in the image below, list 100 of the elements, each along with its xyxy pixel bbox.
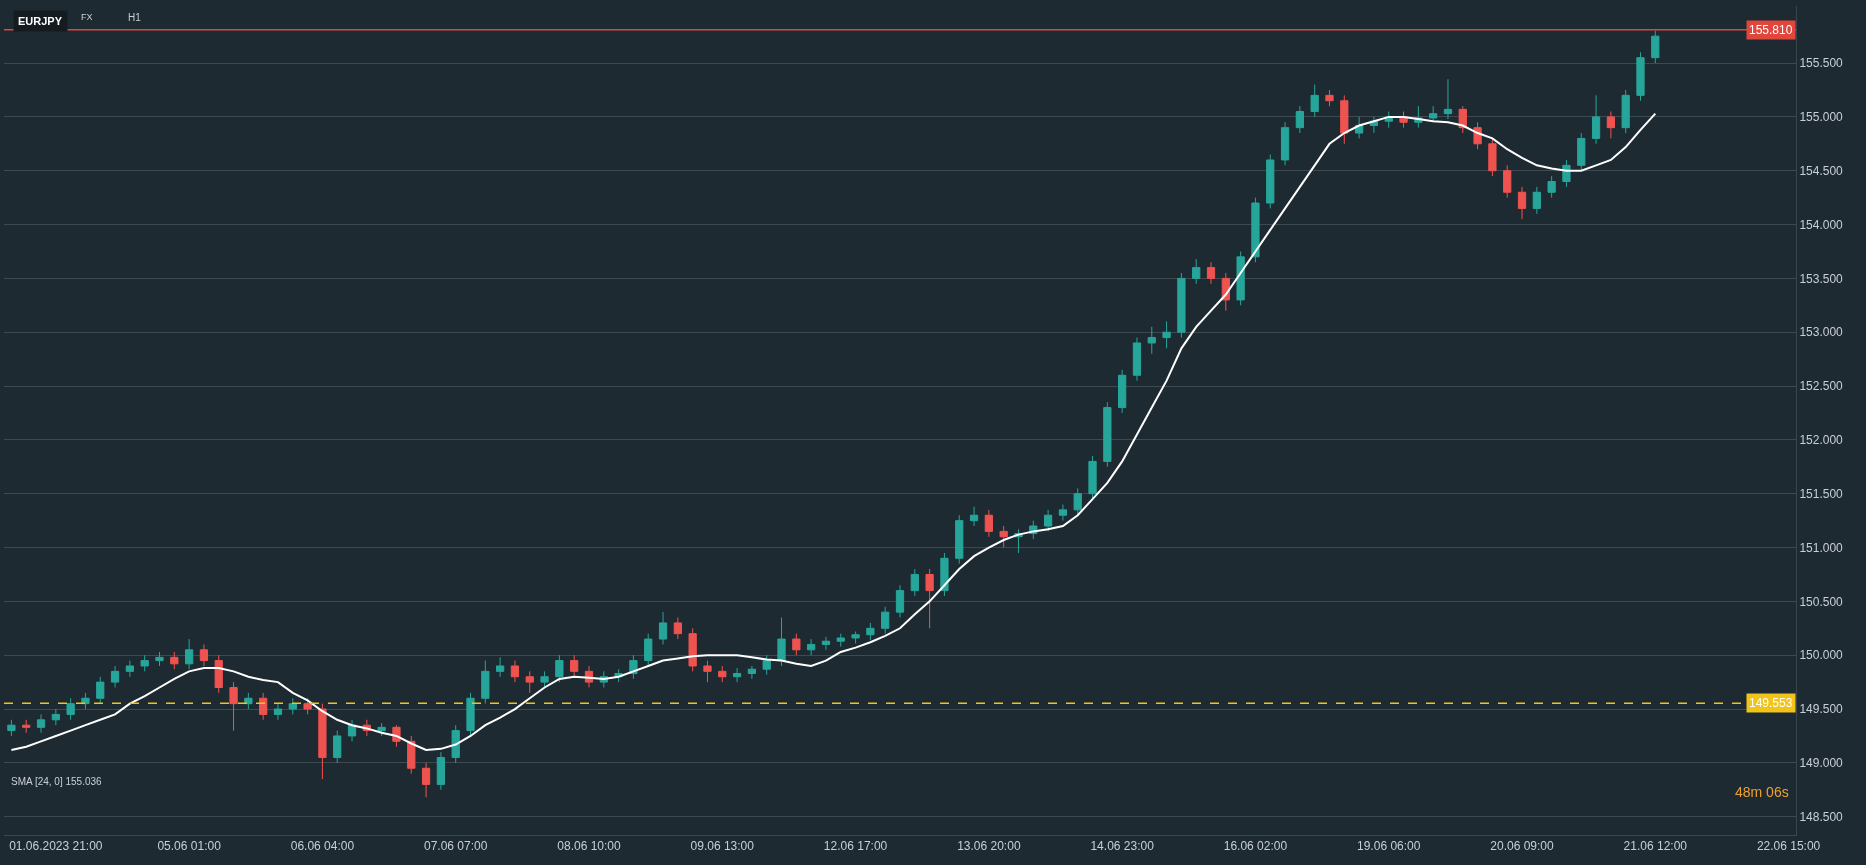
candlestick: [718, 665, 727, 683]
y-tick-label: 151.000: [1799, 540, 1844, 555]
candlestick: [1162, 320, 1171, 349]
candlestick: [821, 636, 831, 651]
candlestick: [66, 697, 75, 721]
candlestick: [703, 660, 712, 683]
candlestick: [347, 719, 357, 742]
x-tick-label: 07.06 07:00: [424, 839, 488, 854]
candlestick: [940, 552, 949, 597]
x-tick-label: 12.06 17:00: [823, 839, 888, 854]
candlestick: [1429, 105, 1438, 123]
candlestick: [807, 638, 816, 656]
x-tick-label: 20.06 09:00: [1490, 839, 1555, 854]
candlestick: [377, 722, 386, 737]
candlestick: [1236, 250, 1245, 306]
y-tick-label: 148.500: [1799, 809, 1844, 824]
candlestick: [125, 660, 135, 678]
line-series: [10, 112, 1657, 751]
candlestick: [110, 665, 120, 688]
candlestick: [969, 506, 979, 527]
candlestick: [318, 703, 327, 780]
candlestick: [1088, 455, 1097, 500]
y-tick-label: 155.000: [1799, 110, 1844, 125]
candlestick: [555, 654, 564, 683]
text: EURJPY: [18, 15, 63, 27]
candlestick: [1192, 258, 1201, 285]
candlestick: [1280, 121, 1290, 166]
candlestick: [22, 719, 31, 734]
x-tick-label: 08.06 10:00: [557, 839, 622, 854]
candlestick: [1488, 137, 1497, 177]
annotation: FX: [81, 12, 93, 22]
candlestick: [81, 692, 90, 710]
annotation: 48m 06s: [1735, 784, 1789, 800]
candlestick: [925, 568, 934, 629]
candlestick: [199, 643, 209, 667]
x-tick-label: 14.06 23:00: [1090, 839, 1155, 854]
candlestick: [481, 660, 490, 705]
ref-line-label: 155.810: [1749, 23, 1793, 37]
y-tick-label: 154.000: [1799, 217, 1844, 232]
candlestick: [333, 730, 342, 764]
candlestick: [747, 665, 757, 680]
candlestick: [140, 654, 149, 672]
candlestick: [1325, 89, 1334, 107]
candlestick: [407, 735, 416, 775]
y-tick-label: 154.500: [1799, 163, 1844, 178]
candlestick: [1577, 132, 1586, 172]
candlestick: [421, 762, 431, 798]
candlestick: [1651, 30, 1660, 64]
y-tick-label: 150.500: [1799, 594, 1844, 609]
candlestick: [688, 627, 697, 672]
candlestick: [910, 568, 919, 597]
y-tick-label: 149.500: [1799, 702, 1844, 717]
candlestick: [1295, 105, 1304, 134]
candlestick: [999, 525, 1008, 549]
candlestick: [1103, 401, 1112, 468]
candlestick: [1503, 164, 1512, 199]
x-tick-label: 21.06 12:00: [1623, 839, 1688, 854]
candlestick: [1636, 51, 1645, 102]
candlestick: [836, 633, 845, 648]
y-tick-label: 152.000: [1799, 433, 1844, 448]
candlestick: [1132, 337, 1142, 382]
candlestick: [955, 514, 964, 565]
candlestick: [777, 617, 786, 667]
annotation: H1: [128, 12, 142, 23]
y-tick-label: 150.000: [1799, 648, 1844, 663]
candlestick: [1118, 369, 1127, 414]
candlestick: [185, 638, 194, 670]
x-tick-label: 09.06 13:00: [690, 839, 755, 854]
annotation: SMA [24, 0] 155.036: [11, 776, 103, 787]
candlestick: [881, 606, 890, 635]
candlestick: [1177, 272, 1186, 339]
candlestick: [7, 719, 16, 737]
candlestick: [36, 713, 46, 734]
candlestick: [1043, 509, 1053, 532]
candlestick: [1606, 111, 1615, 139]
candlestick: [658, 611, 668, 645]
candlestick: [1251, 197, 1260, 263]
candlestick: [466, 692, 475, 737]
y-tick-label: 151.500: [1799, 486, 1844, 501]
candlestick: [570, 654, 579, 678]
y-tick-label: 152.500: [1799, 379, 1844, 394]
candlestick: [1547, 175, 1556, 199]
candlestick: [540, 670, 549, 688]
candlestick: [288, 697, 297, 715]
x-tick-label: 19.06 06:00: [1357, 839, 1421, 854]
candlestick: [496, 656, 505, 678]
candlestick: [273, 703, 283, 721]
candlestick: [851, 631, 860, 644]
x-tick-label: 22.06 15:00: [1756, 839, 1821, 854]
candlestick: [1340, 94, 1349, 145]
candlestick: [170, 651, 179, 670]
candlestick: [451, 724, 460, 764]
candlestick: [259, 692, 268, 721]
candlestick: [895, 584, 905, 619]
candlestick: [1206, 261, 1216, 285]
candlestick: [1310, 84, 1319, 118]
candlestick: [1517, 186, 1527, 220]
candlestick: [673, 617, 682, 640]
candlestick: [1591, 94, 1601, 145]
candlestick: [1073, 487, 1082, 516]
